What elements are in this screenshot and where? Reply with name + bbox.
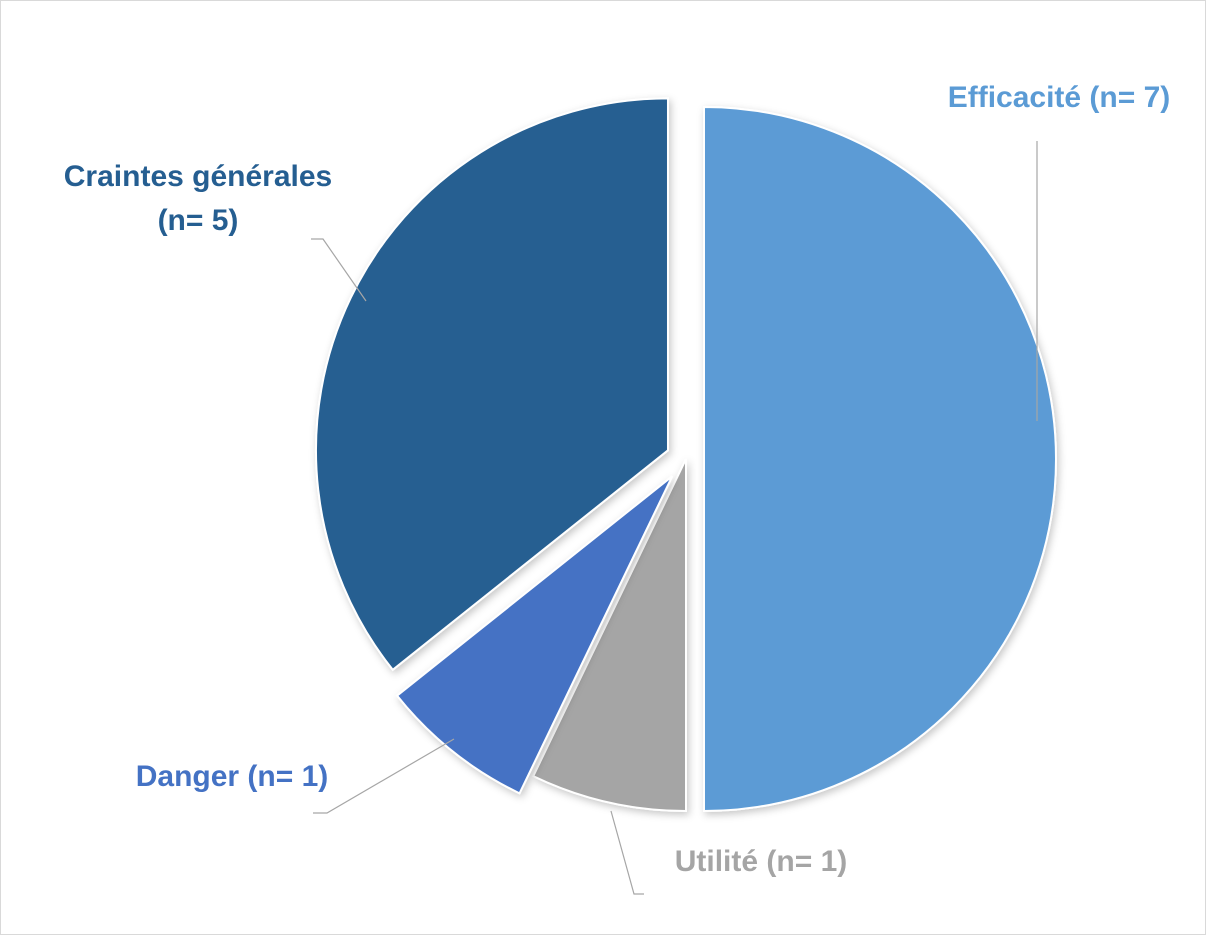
slice-label-line: Craintes générales bbox=[64, 160, 332, 193]
slice-label-line: (n= 5) bbox=[158, 204, 239, 237]
pie-slice-utilite bbox=[531, 458, 687, 813]
leader-line-utilite bbox=[610, 810, 644, 895]
leader-line-craintes-generales bbox=[311, 238, 367, 302]
pie-slice-efficacite bbox=[703, 105, 1057, 813]
slice-label-utilite: Utilité (n= 1) bbox=[675, 845, 848, 878]
leader-line-danger bbox=[313, 738, 455, 814]
slice-label-craintes-generales: Craintes générales (n= 5) bbox=[64, 160, 332, 237]
pie-slice-craintes-generales bbox=[315, 97, 669, 672]
slice-label-efficacite: Efficacité (n= 7) bbox=[948, 81, 1171, 114]
pie-slice-danger bbox=[395, 475, 674, 795]
slice-label-danger: Danger (n= 1) bbox=[136, 760, 329, 793]
